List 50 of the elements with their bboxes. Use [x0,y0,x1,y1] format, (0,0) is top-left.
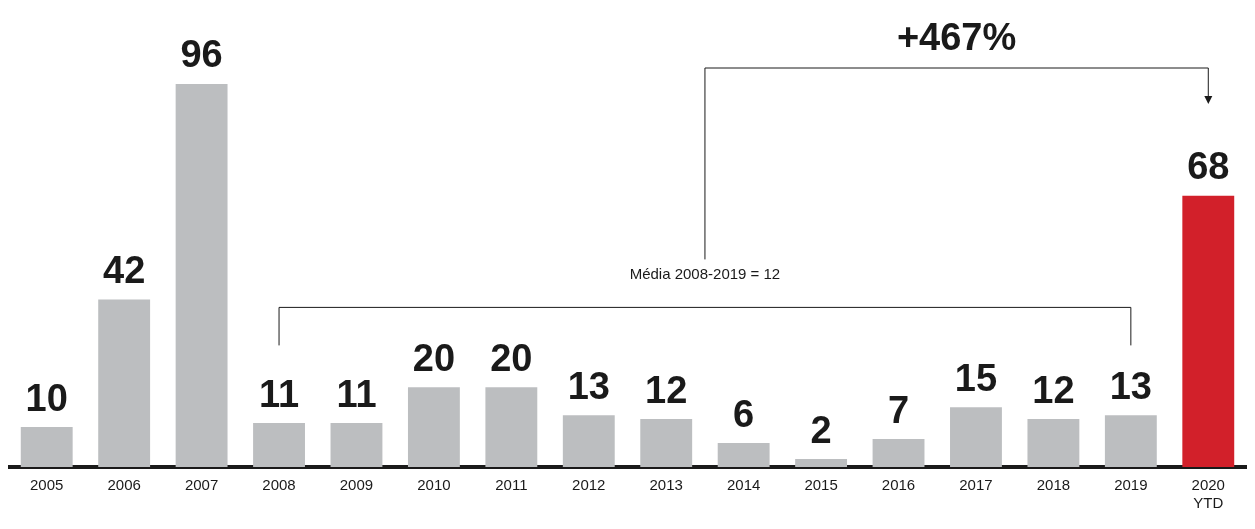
x-tick-label: 2010 [417,476,451,494]
bar [1182,195,1235,467]
x-tick-label: 2016 [881,476,916,494]
bar [950,407,1002,467]
bar [98,299,151,467]
data-label: 11 [258,372,300,415]
bar [330,423,383,467]
x-tick-label: 2011 [495,476,528,494]
data-label: 20 [490,336,533,379]
data-label: 68 [1187,145,1230,188]
x-tick-label: 2020 YTD [1191,476,1225,512]
data-label: 42 [103,248,146,291]
data-label: 11 [336,372,377,415]
data-label: 96 [180,33,223,76]
x-tick-label: 2012 [572,476,606,494]
data-label: 15 [954,356,998,399]
bar [795,459,848,467]
x-tick-label: 2005 [30,476,64,494]
data-label: 7 [887,388,910,431]
x-tick-label: 2014 [726,476,761,494]
data-label: 12 [645,368,688,411]
bar [1104,415,1157,467]
x-tick-label: 2009 [339,476,374,494]
bar [485,387,538,467]
data-label: 20 [412,336,456,379]
data-label: 13 [567,364,610,407]
bar [717,443,770,467]
bar [407,387,460,467]
x-tick-label: 2015 [804,476,838,494]
data-label: 6 [733,392,755,435]
text: +467% [895,16,1018,59]
bar [872,439,925,467]
data-label: 12 [1032,368,1075,411]
bar [175,83,228,467]
data-label: 13 [1109,364,1152,407]
x-tick-label: 2007 [184,476,219,494]
bar [20,427,73,467]
bar [1027,419,1080,467]
data-label: 2 [810,408,832,451]
x-tick-label: 2017 [959,476,993,494]
x-tick-label: 2018 [1036,476,1071,494]
data-label: 10 [25,376,68,419]
x-tick-label: 2006 [107,476,141,494]
x-tick-label: 2008 [262,476,296,494]
bar [640,419,693,467]
bar [562,415,615,467]
x-tick-label: 2013 [649,476,683,494]
annotation: Média 2008-2019 = 12 [628,265,782,283]
bar [253,423,305,467]
x-tick-label: 2019 [1114,476,1148,494]
